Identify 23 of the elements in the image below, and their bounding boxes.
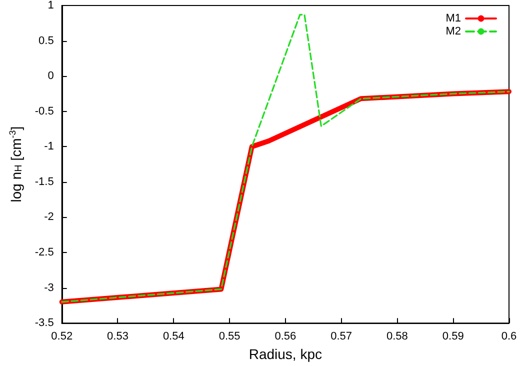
legend-label: M2 bbox=[446, 26, 461, 38]
y-tick-label: -0.5 bbox=[34, 105, 54, 118]
legend-label: M1 bbox=[446, 12, 461, 24]
y-tick-label: -2.5 bbox=[34, 246, 54, 259]
y-tick-label: -1 bbox=[44, 140, 54, 153]
y-tick-label: -1.5 bbox=[34, 176, 54, 188]
x-tick-label: 0.52 bbox=[51, 330, 73, 343]
x-tick-label: 0.58 bbox=[386, 330, 408, 343]
x-tick-label: 0.6 bbox=[501, 330, 517, 343]
y-tick-label: -3 bbox=[44, 282, 54, 294]
y-axis-title: log nH [cm-3] bbox=[8, 126, 24, 202]
x-axis-title: Radius, kpc bbox=[248, 346, 322, 362]
x-tick-label: 0.53 bbox=[107, 330, 128, 343]
x-tick-label: 0.56 bbox=[274, 330, 296, 343]
y-tick-label: 1 bbox=[48, 0, 54, 12]
y-tick-label: -3.5 bbox=[34, 317, 54, 330]
y-tick-label: -2 bbox=[44, 211, 54, 224]
x-tick-label: 0.57 bbox=[330, 330, 352, 343]
y-tick-label: 0.5 bbox=[38, 34, 54, 47]
x-tick-label: 0.59 bbox=[442, 330, 464, 343]
y-tick-label: 0 bbox=[48, 70, 54, 82]
x-tick-label: 0.54 bbox=[162, 330, 184, 343]
x-tick-label: 0.55 bbox=[218, 330, 240, 343]
